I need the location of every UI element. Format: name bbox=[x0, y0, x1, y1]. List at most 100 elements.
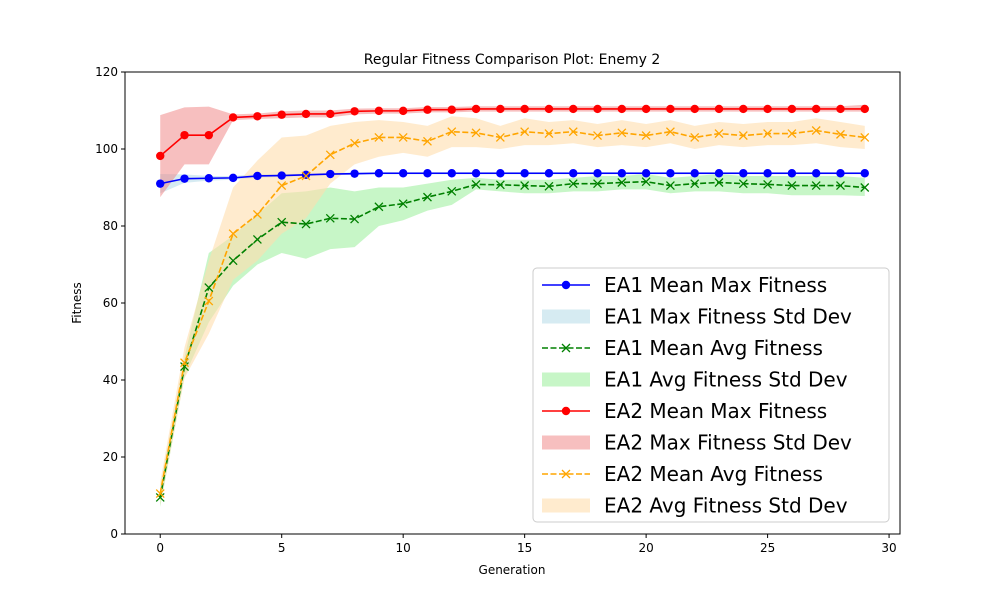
y-tick-label-80: 80 bbox=[103, 219, 118, 233]
ea1-mean-max-fitness-point bbox=[228, 173, 238, 183]
ea2-mean-max-fitness-point bbox=[350, 107, 359, 116]
ea1-mean-max-fitness-point bbox=[277, 171, 286, 180]
ea2-mean-avg-fitness-point bbox=[204, 296, 214, 306]
ea1-mean-max-fitness-point bbox=[326, 169, 335, 179]
ea1-mean-max-fitness-point bbox=[860, 169, 869, 178]
ea2-mean-max-fitness-point bbox=[228, 113, 238, 122]
ea1-mean-avg-fitness-point bbox=[568, 179, 578, 189]
ea1-mean-avg-fitness-point bbox=[495, 180, 505, 190]
ea1-mean-max-fitness-point bbox=[156, 179, 165, 188]
ea1-max-fitness-std-dev-legend-swatch bbox=[542, 309, 590, 324]
ea2-mean-max-fitness-point bbox=[714, 104, 724, 114]
ea2-mean-avg-fitness-point bbox=[860, 132, 870, 142]
ea2-mean-avg-fitness-point bbox=[568, 127, 578, 137]
ea1-mean-avg-fitness-legend-marker bbox=[561, 343, 571, 353]
y-axis: 0 20 40 60 80 100 120 bbox=[95, 65, 125, 541]
y-tick-label-20: 20 bbox=[103, 450, 118, 464]
ea1-mean-avg-fitness-point bbox=[617, 178, 627, 187]
ea1-mean-avg-fitness-point bbox=[301, 219, 311, 229]
ea2-mean-max-fitness-point bbox=[690, 104, 699, 114]
ea1-mean-max-fitness-point bbox=[739, 169, 748, 178]
ea1-mean-avg-fitness-point bbox=[398, 199, 408, 209]
x-tick-label-0: 0 bbox=[156, 541, 164, 555]
ea2-mean-avg-fitness-point bbox=[520, 127, 530, 137]
ea1-mean-avg-fitness-point bbox=[860, 183, 870, 192]
ea1-mean-max-fitness-point bbox=[350, 169, 359, 178]
ea2-mean-max-fitness-point bbox=[180, 130, 189, 140]
ea2-mean-avg-fitness-point bbox=[714, 129, 724, 139]
ea1-mean-avg-fitness-point bbox=[155, 492, 165, 502]
ea1-mean-max-fitness-point bbox=[398, 169, 408, 178]
y-tick-label-60: 60 bbox=[103, 296, 118, 310]
ea1-mean-avg-fitness-point bbox=[180, 362, 189, 371]
ea2-mean-max-fitness-point bbox=[860, 104, 869, 114]
ea2-mean-avg-fitness-point bbox=[228, 229, 238, 239]
ea1-mean-max-fitness-point bbox=[593, 169, 602, 178]
ea1-mean-avg-fitness-point bbox=[714, 178, 724, 187]
ea2-mean-avg-fitness-point bbox=[350, 138, 360, 148]
ea1-mean-max-fitness-point bbox=[617, 169, 627, 178]
ea2-mean-max-fitness-point bbox=[156, 151, 165, 161]
ea2-mean-avg-fitness-point bbox=[423, 136, 432, 146]
ea2-mean-max-fitness-point bbox=[496, 104, 505, 114]
legend-entry-ea1-max-fitness-std-dev: EA1 Max Fitness Std Dev bbox=[604, 305, 852, 329]
ea1-mean-avg-fitness-point bbox=[690, 179, 700, 189]
data-markers bbox=[155, 104, 870, 502]
legend-entry-ea2-avg-fitness-std-dev: EA2 Avg Fitness Std Dev bbox=[604, 494, 848, 518]
ea1-mean-avg-fitness-point bbox=[423, 192, 432, 202]
ea2-mean-avg-fitness-point bbox=[180, 358, 189, 368]
ea2-mean-max-fitness-point bbox=[666, 104, 675, 114]
x-tick-label-15: 15 bbox=[517, 541, 532, 555]
legend-entry-ea1-avg-fitness-std-dev: EA1 Avg Fitness Std Dev bbox=[604, 368, 848, 392]
ea2-mean-max-fitness-point bbox=[763, 104, 772, 114]
ea2-mean-avg-fitness-point bbox=[447, 127, 457, 137]
ea2-mean-max-fitness-legend-marker bbox=[561, 406, 571, 416]
ea1-mean-avg-fitness-point bbox=[763, 179, 773, 189]
ea2-mean-avg-fitness-point bbox=[471, 128, 481, 138]
ea2-mean-avg-fitness-point bbox=[325, 150, 335, 160]
x-tick-label-10: 10 bbox=[396, 541, 411, 555]
legend-entry-ea2-max-fitness-std-dev: EA2 Max Fitness Std Dev bbox=[604, 431, 852, 455]
ea1-mean-max-fitness-point bbox=[836, 169, 845, 178]
ea2-mean-max-fitness-point bbox=[471, 104, 481, 114]
ea2-mean-avg-fitness-point bbox=[301, 171, 311, 181]
ea2-max-fitness-std-dev-legend-swatch bbox=[542, 435, 590, 450]
ea1-mean-avg-fitness-point bbox=[738, 179, 748, 189]
ea2-mean-avg-fitness-point bbox=[544, 129, 554, 139]
ea2-mean-avg-fitness-point bbox=[277, 181, 287, 191]
legend-entry-ea2-mean-avg-fitness: EA2 Mean Avg Fitness bbox=[604, 462, 823, 486]
y-tick-label-100: 100 bbox=[95, 142, 118, 156]
x-tick-label-25: 25 bbox=[760, 541, 775, 555]
ea2-mean-avg-fitness-point bbox=[811, 126, 821, 135]
ea1-mean-max-fitness-point bbox=[569, 169, 578, 178]
ea1-mean-max-fitness-point bbox=[447, 169, 456, 178]
ea2-mean-max-fitness-point bbox=[569, 104, 578, 114]
ea1-mean-max-fitness-point bbox=[180, 174, 189, 183]
ea2-mean-avg-fitness-point bbox=[763, 129, 773, 139]
ea1-mean-max-fitness-point bbox=[496, 169, 505, 178]
ea1-mean-max-fitness-point bbox=[301, 170, 311, 179]
ea2-mean-avg-fitness-point bbox=[836, 129, 845, 139]
ea1-mean-avg-fitness-point bbox=[204, 283, 214, 293]
ea2-mean-max-fitness-point bbox=[398, 106, 408, 116]
ea1-mean-max-fitness-point bbox=[641, 169, 651, 178]
ea1-mean-avg-fitness-point bbox=[544, 181, 554, 191]
ea1-mean-max-fitness-point bbox=[204, 174, 214, 183]
ea2-mean-avg-fitness-legend-marker bbox=[561, 469, 571, 479]
ea1-mean-max-fitness-point bbox=[253, 171, 262, 181]
ea2-mean-max-fitness-point bbox=[204, 130, 214, 140]
ea1-mean-avg-fitness-point bbox=[787, 181, 797, 191]
x-axis-label: Generation bbox=[479, 563, 546, 577]
ea2-mean-avg-fitness-point bbox=[252, 209, 262, 219]
ea2-mean-avg-fitness-point bbox=[617, 128, 627, 138]
ea2-mean-max-fitness-point bbox=[836, 104, 845, 114]
ea2-mean-max-fitness-point bbox=[641, 104, 651, 114]
ea2-mean-max-fitness-point bbox=[739, 104, 748, 114]
ea1-mean-avg-fitness-point bbox=[374, 202, 384, 212]
ea1-avg-fitness-std-dev-legend-swatch bbox=[542, 372, 590, 387]
y-axis-label: Fitness bbox=[70, 282, 84, 324]
ea2-mean-avg-fitness-point bbox=[398, 132, 408, 142]
ea2-mean-avg-fitness-point bbox=[495, 132, 505, 142]
ea2-mean-avg-fitness-point bbox=[738, 131, 748, 140]
